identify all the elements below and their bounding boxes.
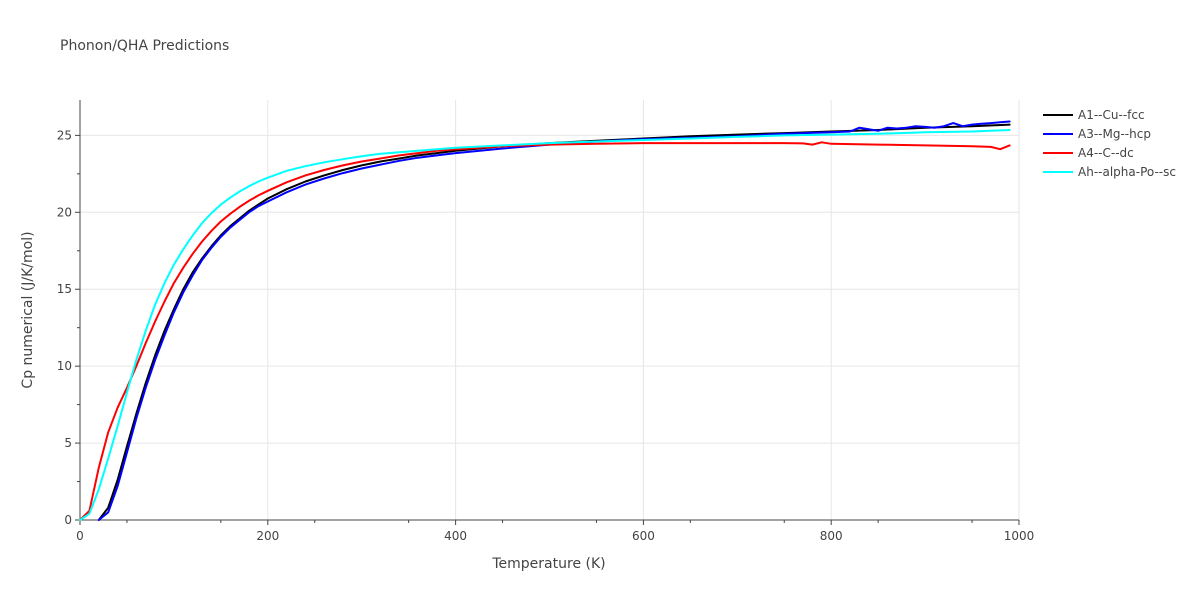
y-tick-label: 15 [57, 282, 72, 296]
legend-label: A3--Mg--hcp [1078, 127, 1151, 141]
x-tick-label: 600 [632, 529, 655, 543]
x-tick-label: 0 [76, 529, 84, 543]
plot-area [79, 120, 1011, 521]
x-tick-label: 200 [256, 529, 279, 543]
y-tick-label: 5 [64, 436, 72, 450]
series-line-0 [97, 123, 1011, 521]
legend: A1--Cu--fcc A3--Mg--hcp A4--C--dc Ah--alpha… [1043, 108, 1176, 179]
legend-label: Ah--alpha-Po--sc [1078, 165, 1176, 179]
x-tick-label: 400 [444, 529, 467, 543]
grid [80, 100, 1020, 520]
legend-label: A1--Cu--fcc [1078, 108, 1145, 122]
y-tick-label: 0 [64, 513, 72, 527]
y-axis-title: Cp numerical (J/K/mol) [20, 231, 36, 388]
legend-item[interactable]: A4--C--dc [1043, 146, 1134, 160]
x-tick-label: 800 [820, 529, 843, 543]
legend-label: A4--C--dc [1078, 146, 1134, 160]
y-tick-label: 10 [57, 359, 72, 373]
legend-item[interactable]: A1--Cu--fcc [1043, 108, 1145, 122]
legend-item[interactable]: Ah--alpha-Po--sc [1043, 165, 1176, 179]
x-tick-label: 1000 [1004, 529, 1035, 543]
series-line-3 [79, 129, 1011, 521]
x-axis-title: Temperature (K) [491, 556, 605, 572]
legend-item[interactable]: A3--Mg--hcp [1043, 127, 1151, 141]
series-line-2 [79, 141, 1011, 521]
y-tick-label: 20 [57, 205, 72, 219]
axes: 0 200 400 600 800 1000 0 5 10 15 20 25 [57, 100, 1035, 543]
series-line-1 [97, 120, 1011, 521]
chart-title: Phonon/QHA Predictions [60, 38, 229, 54]
y-tick-label: 25 [57, 128, 72, 142]
